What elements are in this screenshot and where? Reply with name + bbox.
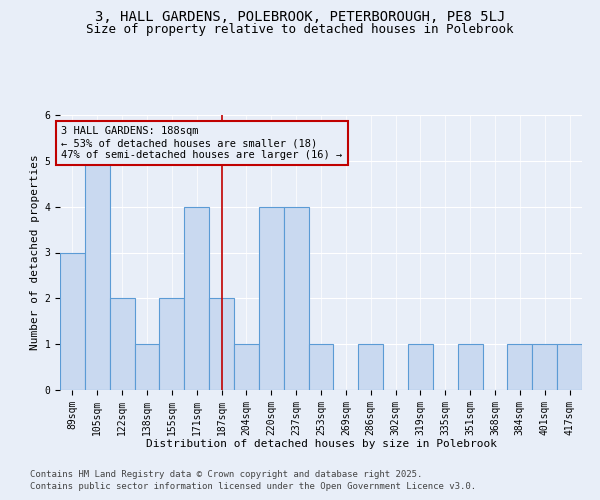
Bar	[184, 206, 209, 390]
Bar	[532, 344, 557, 390]
Bar	[160, 298, 184, 390]
Text: Contains HM Land Registry data © Crown copyright and database right 2025.: Contains HM Land Registry data © Crown c…	[30, 470, 422, 479]
Bar	[110, 298, 134, 390]
Text: 3, HALL GARDENS, POLEBROOK, PETERBOROUGH, PE8 5LJ: 3, HALL GARDENS, POLEBROOK, PETERBOROUGH…	[95, 10, 505, 24]
Bar	[508, 344, 532, 390]
Bar	[308, 344, 334, 390]
Bar	[259, 206, 284, 390]
Bar	[85, 161, 110, 390]
Bar	[458, 344, 482, 390]
Text: Size of property relative to detached houses in Polebrook: Size of property relative to detached ho…	[86, 22, 514, 36]
X-axis label: Distribution of detached houses by size in Polebrook: Distribution of detached houses by size …	[146, 439, 497, 449]
Bar	[408, 344, 433, 390]
Bar	[134, 344, 160, 390]
Bar	[234, 344, 259, 390]
Bar	[209, 298, 234, 390]
Bar	[557, 344, 582, 390]
Bar	[284, 206, 308, 390]
Text: Contains public sector information licensed under the Open Government Licence v3: Contains public sector information licen…	[30, 482, 476, 491]
Y-axis label: Number of detached properties: Number of detached properties	[30, 154, 40, 350]
Text: 3 HALL GARDENS: 188sqm
← 53% of detached houses are smaller (18)
47% of semi-det: 3 HALL GARDENS: 188sqm ← 53% of detached…	[61, 126, 343, 160]
Bar	[60, 252, 85, 390]
Bar	[358, 344, 383, 390]
